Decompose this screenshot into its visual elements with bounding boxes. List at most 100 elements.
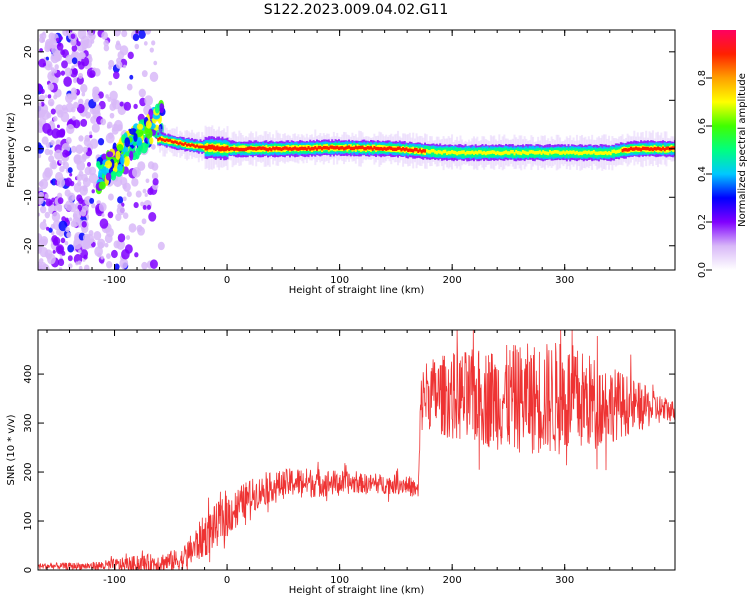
ridge-segment: [398, 146, 401, 150]
ridge-segment: [287, 147, 290, 151]
ridge-segment: [641, 146, 644, 150]
ridge-segment: [307, 146, 310, 150]
ridge-segment: [594, 151, 597, 155]
spectral-streak: [104, 160, 113, 169]
ridge-segment: [638, 147, 641, 151]
spectral-streak: [106, 151, 114, 158]
ridge-segment: [229, 146, 232, 151]
spectrogram-xtick-label: 200: [443, 275, 462, 286]
ridge-segment: [202, 145, 205, 149]
colorbar-label: Normalized spectral amplitude: [737, 73, 748, 227]
spectrogram-ytick-label: 0: [23, 146, 34, 152]
ridge-segment: [361, 145, 364, 149]
ridge-segment: [619, 148, 622, 153]
spectrogram-ytick-label: 20: [23, 45, 34, 58]
ridge-segment: [481, 151, 484, 155]
spectral-blob: [53, 205, 59, 212]
snr-xlabel: Height of straight line (km): [289, 585, 425, 596]
spectral-blob: [51, 235, 58, 243]
spectral-blob: [134, 252, 139, 258]
ridge-segment: [533, 151, 536, 155]
ridge-segment: [527, 151, 530, 156]
ridge-segment: [213, 145, 216, 151]
spectral-blob: [38, 106, 43, 116]
ridge-segment: [618, 149, 621, 153]
spectral-streak: [110, 170, 117, 178]
ridge-segment: [250, 146, 253, 150]
spectral-blob: [89, 197, 95, 204]
ridge-segment: [302, 146, 305, 151]
ridge-segment: [192, 143, 195, 147]
spectral-blob: [80, 53, 86, 60]
ridge-segment: [329, 145, 332, 149]
ridge-segment: [459, 150, 462, 155]
spectral-blob: [101, 213, 105, 217]
spectral-blob: [96, 105, 101, 111]
spectrogram-ytick-label: 10: [23, 94, 34, 107]
ridge-segment: [319, 145, 322, 150]
spectral-blob: [157, 241, 165, 251]
spectral-streak: [115, 150, 121, 160]
ridge-segment: [535, 151, 538, 155]
ridge-segment: [413, 147, 416, 152]
ridge-segment: [199, 145, 202, 149]
spectral-blob: [144, 95, 154, 106]
ridge-segment: [410, 148, 413, 153]
ridge-segment: [282, 146, 285, 151]
ridge-segment: [223, 146, 226, 152]
spectral-blob: [143, 41, 148, 46]
spectral-blob: [114, 263, 120, 270]
ridge-segment: [332, 146, 335, 150]
ridge-segment: [400, 148, 403, 152]
spectral-blob: [75, 261, 79, 266]
ridge-segment: [579, 151, 582, 155]
spectral-blob: [59, 128, 66, 136]
ridge-segment: [496, 150, 499, 155]
colorbar-tick-label: 0.4: [697, 166, 708, 182]
ridge-segment: [380, 146, 383, 151]
spectral-blob: [38, 58, 46, 68]
spectral-blob: [76, 180, 82, 187]
ridge-segment: [646, 146, 649, 151]
spectral-blob: [45, 226, 50, 231]
spectral-blob: [63, 76, 72, 87]
spectral-blob: [38, 258, 44, 264]
ridge-segment: [275, 146, 278, 150]
spectral-blob: [48, 155, 55, 163]
ridge-segment: [405, 147, 408, 151]
spectral-blob: [83, 254, 88, 260]
spectral-blob: [100, 118, 107, 126]
spectrogram-xtick-label: 300: [555, 275, 574, 286]
spectral-blob: [60, 49, 66, 56]
ridge-segment: [530, 149, 533, 154]
ridge-segment: [609, 151, 612, 156]
ridge-segment: [611, 149, 614, 154]
ridge-segment: [170, 140, 173, 144]
ridge-segment: [366, 145, 369, 150]
ridge-segment: [457, 150, 460, 155]
ridge-segment: [645, 146, 648, 151]
ridge-segment: [559, 151, 562, 155]
spectral-blob: [89, 70, 96, 78]
spectral-blob: [106, 261, 113, 269]
spectral-blob: [93, 230, 102, 241]
ridge-segment: [211, 144, 214, 150]
ridge-segment: [656, 146, 659, 150]
ridge-segment: [663, 147, 666, 152]
ridge-segment: [342, 147, 345, 151]
colorbar-tick-label: 0.0: [697, 262, 708, 278]
ridge-segment: [260, 146, 263, 151]
ridge-segment: [528, 150, 531, 154]
spectral-blob: [58, 159, 63, 164]
ridge-segment: [238, 147, 241, 152]
spectral-blob: [105, 94, 109, 99]
spectral-blob: [138, 30, 146, 40]
ridge-segment: [420, 149, 423, 154]
spectral-blob: [91, 203, 96, 209]
ridge-segment: [626, 148, 629, 152]
ridge-segment: [164, 139, 167, 143]
colorbar-tick-label: 0.6: [697, 118, 708, 134]
ridge-segment: [606, 151, 609, 156]
ridge-segment: [337, 146, 340, 151]
spectral-blob: [50, 223, 55, 229]
